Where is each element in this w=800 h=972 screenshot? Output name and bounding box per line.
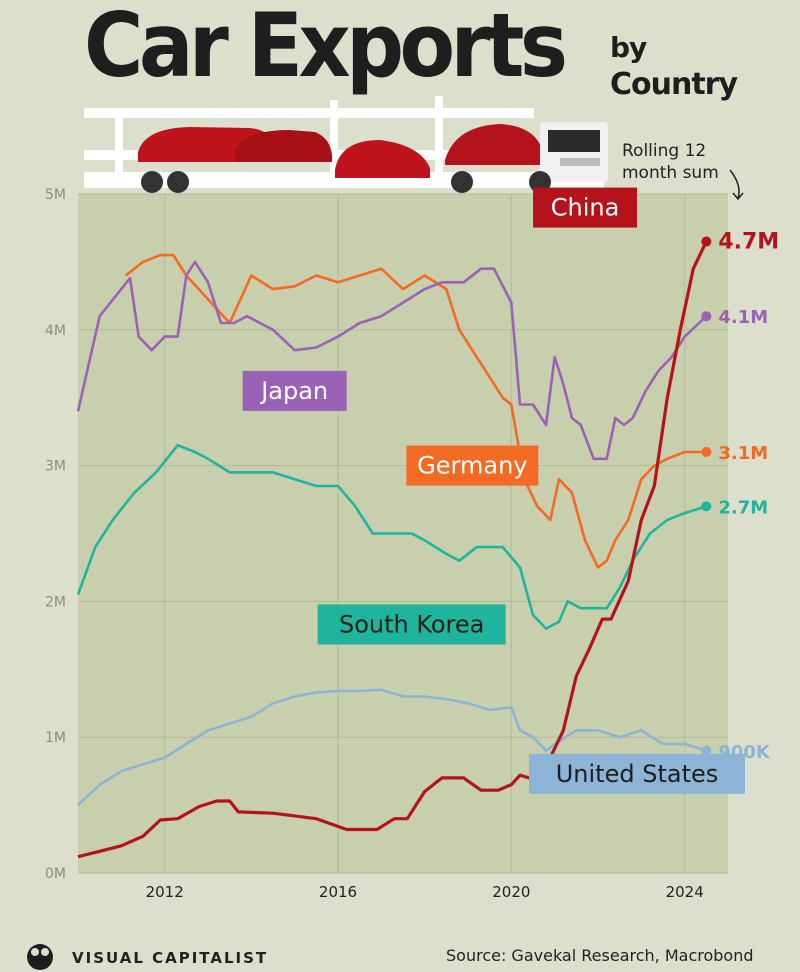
series-end-point-united-states [701,745,712,756]
truck-grille [560,158,600,166]
car-carrier-truck-illustration [84,96,608,193]
end-value-label-china: 4.7M [718,230,779,255]
end-value-label-germany: 3.1M [718,443,768,464]
truck-wheel [167,171,189,193]
truck-windshield [548,130,600,152]
y-tick-label: 3M [45,459,66,475]
series-line-germany [124,253,707,569]
truck-wheel [451,171,473,193]
series-line-china [77,240,708,859]
y-tick-label: 1M [45,730,66,746]
series-end-point-china [701,236,712,247]
series-label-china: China [551,194,620,222]
end-value-label-south-korea: 2.7M [718,497,768,518]
truck-wheel [529,171,551,193]
title-by: by [610,31,647,64]
series-label-united-states: United States [556,760,719,788]
series-label-box-china [533,187,637,228]
series-label-germany: Germany [417,452,527,480]
series-label-box-germany [406,445,539,486]
series-label-box-united-states [529,753,745,794]
series-line-united-states [77,688,707,807]
footer-logo-text: VISUAL CAPITALIST [72,949,269,967]
truck-post [435,96,443,176]
subtitle-arrow [729,169,740,199]
x-axis: 2012 2016 2020 2024 [146,883,704,901]
series-line-japan [76,260,708,461]
car-icon [335,140,430,178]
series-label-japan: Japan [259,377,328,405]
truck-base [84,172,604,188]
series-label-south-korea: South Korea [339,610,484,638]
x-tick-label: 2012 [146,883,184,901]
x-tick-label: 2020 [492,883,530,901]
truck-wheel [141,171,163,193]
truck-post [115,115,123,175]
x-tick-label: 2024 [666,883,704,901]
series-line-south-korea [76,443,707,630]
chart-subtitle: Rolling 12 month sum [622,141,719,183]
car-icon [235,130,332,162]
end-value-label-japan: 4.1M [718,307,768,328]
truck-post [330,100,338,175]
car-icon [445,124,542,165]
series-label-box-south-korea [317,604,506,645]
title-country: Country [610,67,738,102]
y-axis: 0M 1M 2M 3M 4M 5M [45,187,66,882]
y-tick-label: 5M [45,187,66,203]
subtitle-arrowhead [732,192,744,201]
series-end-point-japan [701,311,712,322]
footer-source: Source: Gavekal Research, Macrobond [446,946,754,965]
y-tick-label: 0M [45,866,66,882]
series-end-point-south-korea [701,501,712,512]
series-labels: China Japan Germany South Korea United State… [242,187,745,794]
x-tick-label: 2016 [319,883,357,901]
visual-capitalist-logo-icon [27,944,53,970]
truck-upper-deck [84,108,534,118]
title-main: Car Exports [84,0,568,97]
series-end-point-germany [701,447,712,458]
y-tick-label: 2M [45,594,66,610]
y-tick-label: 4M [45,323,66,339]
series-label-box-japan [242,370,347,411]
